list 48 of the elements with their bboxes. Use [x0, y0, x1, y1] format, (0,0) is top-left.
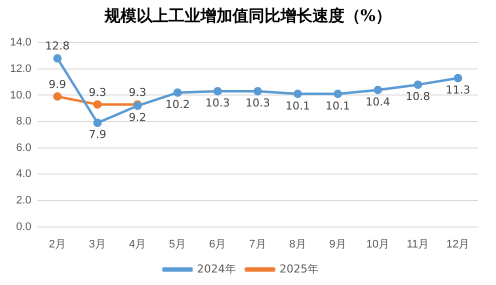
data-label: 10.1	[286, 99, 310, 112]
legend-label: 2025年	[280, 262, 318, 276]
y-tick-label: 2.0	[16, 194, 32, 207]
x-tick-label: 2月	[48, 238, 66, 250]
x-tick-label: 5月	[169, 238, 186, 250]
data-label: 9.3	[88, 86, 106, 99]
data-label: 9.3	[128, 86, 146, 99]
data-label: 10.3	[205, 96, 230, 110]
x-tick-label: 12月	[446, 238, 470, 250]
point	[253, 87, 262, 96]
y-tick-label: 0.0	[16, 220, 32, 233]
point	[294, 90, 302, 98]
x-tick-label: 10月	[366, 238, 390, 250]
data-label: 11.3	[446, 83, 470, 96]
data-label: 7.9	[88, 128, 106, 142]
x-tick-label: 4月	[128, 238, 146, 250]
data-label: 10.8	[406, 90, 430, 104]
point	[414, 80, 422, 89]
data-label: 10.3	[245, 96, 270, 110]
point	[454, 74, 462, 82]
y-tick-label: 8.0	[16, 116, 32, 128]
data-label: 10.4	[366, 95, 390, 108]
y-tick-label: 6.0	[16, 142, 32, 154]
data-label: 10.2	[165, 98, 190, 111]
point	[93, 118, 102, 128]
chart-title: 规模以上工业增加值同比增长速度（%）	[103, 5, 393, 27]
point	[374, 86, 382, 94]
point	[173, 88, 182, 97]
x-tick-label: 11月	[406, 238, 430, 250]
y-tick-label: 10.0	[10, 89, 32, 102]
legend-label: 2024年	[197, 262, 236, 276]
y-tick-label: 14.0	[10, 36, 32, 49]
point	[93, 100, 102, 109]
point	[213, 87, 222, 96]
point	[53, 92, 62, 101]
x-tick-label: 8月	[289, 238, 306, 250]
x-tick-label: 9月	[329, 238, 346, 250]
data-label: 10.1	[326, 99, 350, 112]
data-label: 9.9	[48, 78, 66, 91]
x-tick-label: 7月	[249, 238, 266, 250]
point	[53, 54, 62, 63]
x-tick-label: 6月	[209, 238, 226, 250]
y-tick-label: 4.0	[16, 168, 32, 180]
y-tick-label: 12.0	[10, 62, 32, 75]
x-tick-label: 3月	[88, 238, 106, 250]
point	[334, 90, 342, 98]
data-label: 9.2	[128, 111, 146, 124]
data-label: 12.8	[45, 40, 70, 53]
